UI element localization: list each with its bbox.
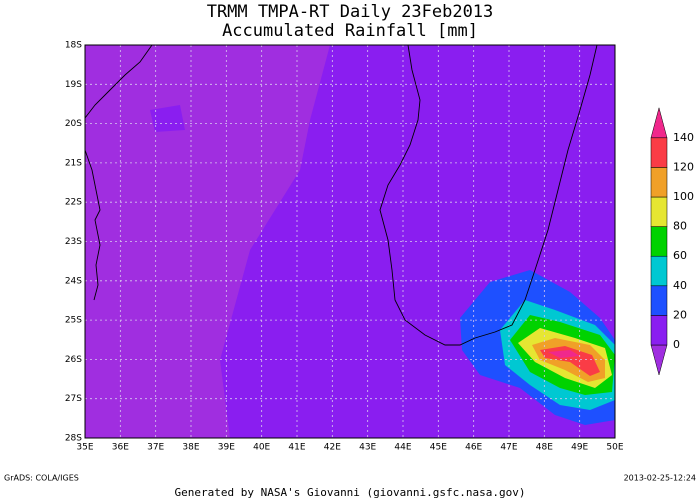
lat-label: 21S xyxy=(65,158,82,168)
colorbar-box xyxy=(650,137,668,168)
colorbar-box xyxy=(650,315,668,346)
lat-label: 28S xyxy=(65,434,82,444)
rain-over-140 xyxy=(548,350,580,358)
footer-left: GrADS: COLA/IGES xyxy=(4,474,79,483)
colorbar-label: 140 xyxy=(673,131,694,144)
credit: Generated by NASA's Giovanni (giovanni.g… xyxy=(175,486,526,499)
lon-label: 48E xyxy=(536,443,553,453)
rain-0-20 xyxy=(150,105,185,132)
footer-right: 2013-02-25-12:24 xyxy=(624,474,696,483)
africa-coast xyxy=(84,44,153,119)
lat-label: 18S xyxy=(65,41,82,51)
colorbar-box xyxy=(650,255,668,287)
lat-label: 20S xyxy=(65,119,82,129)
graticule xyxy=(85,45,615,438)
lat-label: 19S xyxy=(65,80,82,90)
colorbar: 0 20 40 60 80 100 120 140 xyxy=(650,106,694,376)
lon-label: 50E xyxy=(606,443,623,453)
madagascar-coast xyxy=(379,44,598,346)
colorbar-low xyxy=(650,344,668,376)
colorbar-label: 40 xyxy=(673,279,687,292)
lon-label: 41E xyxy=(288,443,305,453)
lon-label: 45E xyxy=(430,443,447,453)
lon-label: 36E xyxy=(112,443,129,453)
colorbar-box xyxy=(650,167,668,198)
africa-coast xyxy=(84,149,101,301)
lon-label: 37E xyxy=(147,443,164,453)
map-frame xyxy=(84,44,616,439)
lon-label: 44E xyxy=(394,443,411,453)
lat-label: 26S xyxy=(65,355,82,365)
colorbar-label: 20 xyxy=(673,308,687,321)
lat-label: 27S xyxy=(65,394,82,404)
title: TRMM TMPA-RT Daily 23Feb2013 xyxy=(207,2,494,22)
coastlines xyxy=(84,44,598,346)
colorbar-label: 0 xyxy=(673,338,680,351)
colorbar-label: 60 xyxy=(673,249,687,262)
lon-label: 40E xyxy=(253,443,270,453)
lon-label: 49E xyxy=(571,443,588,453)
colorbar-high xyxy=(650,106,668,139)
lon-label: 47E xyxy=(500,443,517,453)
lon-label: 38E xyxy=(182,443,199,453)
colorbar-box xyxy=(650,196,668,227)
lat-label: 25S xyxy=(65,316,82,326)
lon-label: 39E xyxy=(218,443,235,453)
colorbar-label: 80 xyxy=(673,220,687,233)
lat-label: 22S xyxy=(65,198,82,208)
lon-label: 46E xyxy=(465,443,482,453)
colorbar-box xyxy=(650,226,668,257)
lon-label: 43E xyxy=(359,443,376,453)
lat-label: 24S xyxy=(65,276,82,286)
lat-label: 23S xyxy=(65,237,82,247)
lon-label: 42E xyxy=(324,443,341,453)
colorbar-label: 100 xyxy=(673,190,694,203)
subtitle: Accumulated Rainfall [mm] xyxy=(222,21,478,41)
colorbar-label: 120 xyxy=(673,160,694,173)
lon-label: 35E xyxy=(76,443,93,453)
colorbar-box xyxy=(650,285,668,316)
